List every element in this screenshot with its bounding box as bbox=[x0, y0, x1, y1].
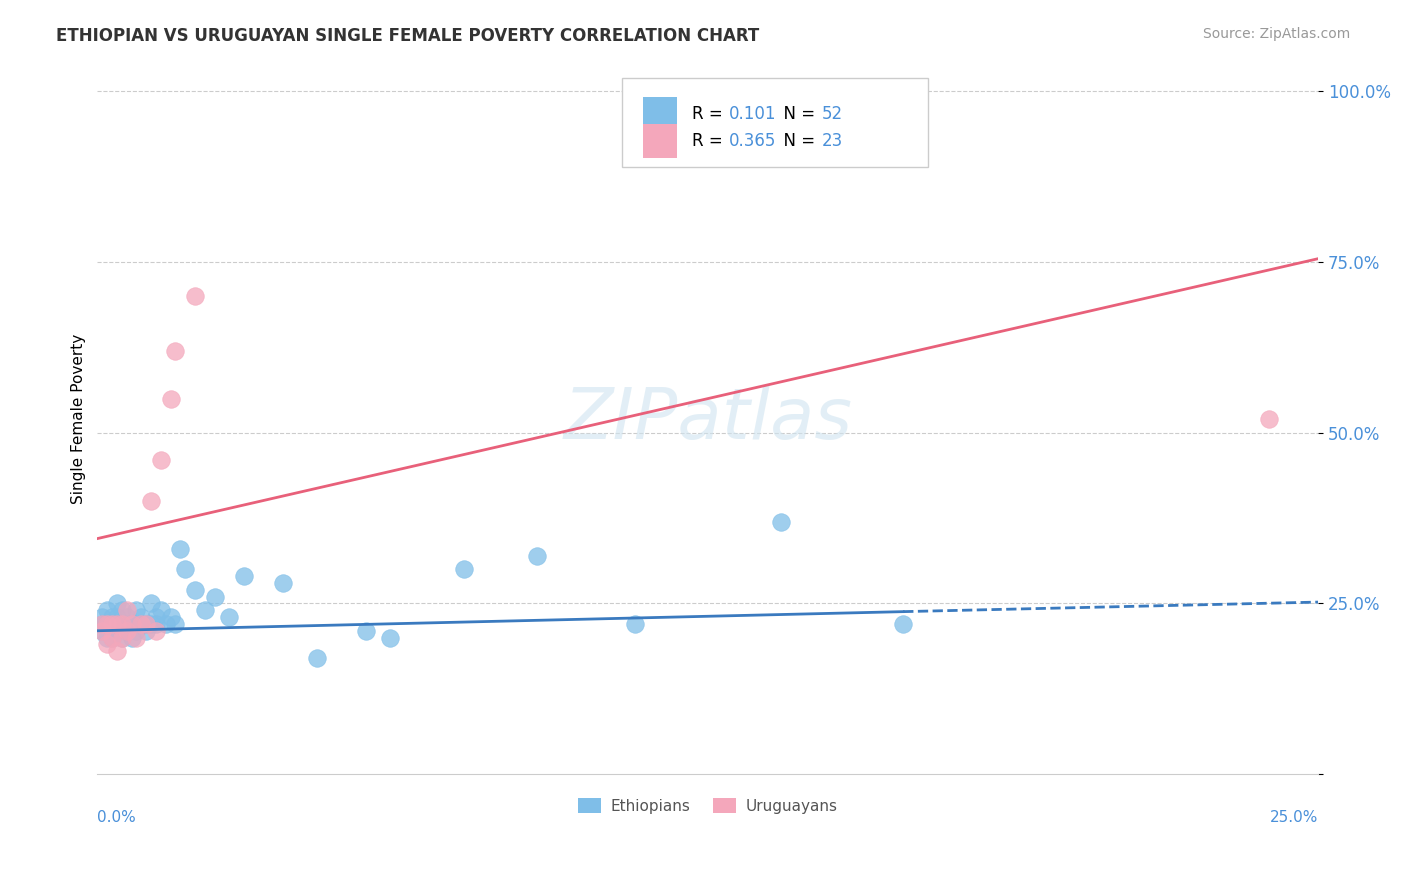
Text: N =: N = bbox=[772, 105, 820, 123]
Point bbox=[139, 597, 162, 611]
Point bbox=[111, 631, 134, 645]
Point bbox=[125, 631, 148, 645]
FancyBboxPatch shape bbox=[623, 78, 928, 167]
Point bbox=[96, 603, 118, 617]
Point bbox=[131, 616, 153, 631]
Text: 23: 23 bbox=[821, 132, 842, 150]
Point bbox=[105, 610, 128, 624]
Point bbox=[121, 616, 143, 631]
Point bbox=[111, 603, 134, 617]
Point bbox=[232, 569, 254, 583]
Point bbox=[770, 515, 793, 529]
Point bbox=[184, 289, 207, 303]
Point bbox=[115, 624, 138, 638]
Point bbox=[111, 616, 134, 631]
Point bbox=[135, 616, 157, 631]
Legend: Ethiopians, Uruguayans: Ethiopians, Uruguayans bbox=[572, 791, 844, 820]
Text: Source: ZipAtlas.com: Source: ZipAtlas.com bbox=[1202, 27, 1350, 41]
Point bbox=[354, 624, 377, 638]
Point bbox=[271, 576, 294, 591]
Point bbox=[165, 616, 187, 631]
Point bbox=[174, 562, 197, 576]
Point bbox=[121, 631, 143, 645]
Point bbox=[135, 616, 157, 631]
Point bbox=[218, 610, 240, 624]
Point bbox=[159, 610, 181, 624]
Point bbox=[91, 610, 114, 624]
Text: 0.101: 0.101 bbox=[728, 105, 776, 123]
Point bbox=[105, 616, 128, 631]
Point bbox=[204, 590, 226, 604]
Text: N =: N = bbox=[772, 132, 820, 150]
Point bbox=[1258, 412, 1281, 426]
Point bbox=[307, 651, 329, 665]
Point bbox=[139, 616, 162, 631]
Point bbox=[121, 616, 143, 631]
Point bbox=[145, 624, 167, 638]
Point bbox=[169, 541, 191, 556]
Point bbox=[155, 616, 177, 631]
Point bbox=[111, 616, 134, 631]
Point bbox=[135, 624, 157, 638]
Point bbox=[526, 549, 548, 563]
Point bbox=[96, 616, 118, 631]
Point bbox=[380, 631, 402, 645]
Text: 0.0%: 0.0% bbox=[97, 810, 136, 824]
FancyBboxPatch shape bbox=[643, 124, 678, 158]
Point bbox=[184, 582, 207, 597]
Point bbox=[101, 631, 124, 645]
Point bbox=[101, 631, 124, 645]
Point bbox=[149, 453, 172, 467]
Point bbox=[145, 610, 167, 624]
Point bbox=[891, 616, 914, 631]
Point bbox=[145, 616, 167, 631]
Text: 52: 52 bbox=[821, 105, 842, 123]
Point bbox=[125, 603, 148, 617]
Point bbox=[165, 343, 187, 358]
Point bbox=[101, 616, 124, 631]
Point bbox=[91, 624, 114, 638]
Point bbox=[115, 603, 138, 617]
Point bbox=[105, 624, 128, 638]
Text: 25.0%: 25.0% bbox=[1270, 810, 1319, 824]
Text: ZIPatlas: ZIPatlas bbox=[564, 384, 852, 454]
Point bbox=[101, 616, 124, 631]
Point bbox=[623, 616, 645, 631]
Point bbox=[131, 610, 153, 624]
Point bbox=[105, 616, 128, 631]
Point bbox=[125, 624, 148, 638]
Point bbox=[96, 631, 118, 645]
Point bbox=[91, 624, 114, 638]
Point bbox=[101, 624, 124, 638]
Point bbox=[91, 616, 114, 631]
Point bbox=[453, 562, 475, 576]
Point bbox=[115, 616, 138, 631]
Text: R =: R = bbox=[692, 132, 728, 150]
Point bbox=[105, 597, 128, 611]
Text: ETHIOPIAN VS URUGUAYAN SINGLE FEMALE POVERTY CORRELATION CHART: ETHIOPIAN VS URUGUAYAN SINGLE FEMALE POV… bbox=[56, 27, 759, 45]
FancyBboxPatch shape bbox=[643, 97, 678, 131]
Point bbox=[159, 392, 181, 406]
Point bbox=[194, 603, 217, 617]
Text: 0.365: 0.365 bbox=[728, 132, 776, 150]
Point bbox=[139, 494, 162, 508]
Point bbox=[115, 610, 138, 624]
Point bbox=[96, 637, 118, 651]
Text: R =: R = bbox=[692, 105, 728, 123]
Point bbox=[149, 603, 172, 617]
Point bbox=[111, 631, 134, 645]
Point bbox=[115, 624, 138, 638]
Point bbox=[91, 616, 114, 631]
Point bbox=[101, 610, 124, 624]
Point bbox=[131, 616, 153, 631]
Y-axis label: Single Female Poverty: Single Female Poverty bbox=[72, 334, 86, 504]
Point bbox=[96, 616, 118, 631]
Point bbox=[105, 644, 128, 658]
